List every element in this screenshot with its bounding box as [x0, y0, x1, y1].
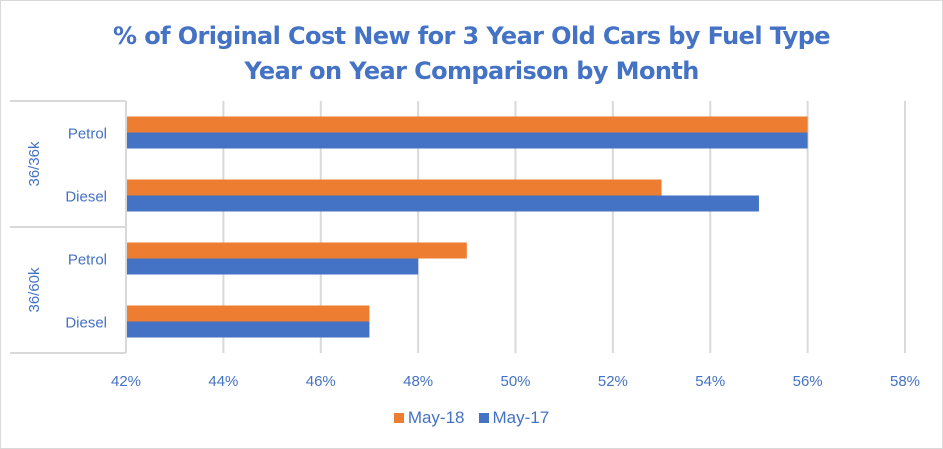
- legend-item-may-18: May-18: [393, 408, 465, 428]
- legend-item-may-17: May-17: [478, 408, 550, 428]
- bar-may-18: [127, 242, 467, 259]
- x-tick-label: 50%: [500, 373, 530, 390]
- legend-label: May-18: [407, 408, 465, 427]
- bar-may-17: [127, 195, 759, 212]
- x-tick-label: 46%: [306, 373, 336, 390]
- bar-may-18: [127, 179, 662, 196]
- category-label: Diesel: [65, 315, 107, 332]
- category-label: Petrol: [68, 252, 107, 269]
- category-label: Petrol: [68, 126, 107, 143]
- legend: May-18 May-17: [0, 408, 943, 428]
- bar-may-18: [127, 116, 808, 133]
- x-tick-label: 42%: [111, 373, 141, 390]
- x-tick-label: 44%: [208, 373, 238, 390]
- x-tick-label: 48%: [403, 373, 433, 390]
- category-label: Diesel: [65, 189, 107, 206]
- bar-may-18: [127, 305, 370, 322]
- x-tick-label: 52%: [598, 373, 628, 390]
- x-tick-label: 54%: [695, 373, 725, 390]
- group-label: 36/36k: [26, 141, 43, 187]
- bar-may-17: [127, 321, 370, 338]
- chart-subtitle: Year on Year Comparison by Month: [244, 57, 699, 85]
- bar-may-17: [127, 132, 808, 149]
- chart-title: % of Original Cost New for 3 Year Old Ca…: [113, 22, 831, 50]
- x-tick-label: 58%: [890, 373, 920, 390]
- x-tick-label: 56%: [793, 373, 823, 390]
- group-label: 36/60k: [26, 267, 43, 313]
- legend-label: May-17: [492, 408, 550, 427]
- legend-swatch-may-17: [478, 413, 489, 423]
- legend-swatch-may-18: [393, 413, 404, 423]
- bar-may-17: [127, 258, 419, 275]
